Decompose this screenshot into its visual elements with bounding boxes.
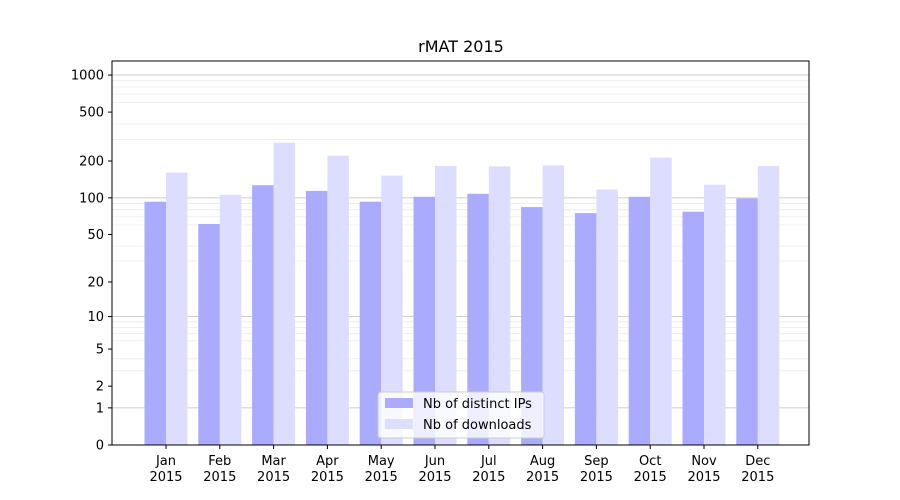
x-tick-label: Mar 2015 [257, 454, 290, 485]
bar-ips [198, 223, 220, 445]
y-tick-label: 100 [79, 191, 104, 206]
legend: Nb of distinct IPs Nb of downloads [377, 391, 545, 439]
x-tick-label: Nov 2015 [687, 454, 720, 485]
plot-frame [111, 60, 810, 446]
x-tick-label: Oct 2015 [634, 454, 667, 485]
x-tick-label: Dec 2015 [741, 454, 774, 485]
legend-swatch [385, 398, 413, 408]
y-tick-label: 500 [79, 106, 104, 121]
y-tick-label: 1000 [71, 69, 104, 84]
legend-box [377, 391, 545, 439]
chart-title: rMAT 2015 [418, 37, 504, 56]
bar-downloads [327, 155, 349, 445]
bar-ips [467, 193, 489, 445]
bar-downloads [704, 184, 726, 445]
bar-ips [359, 201, 382, 445]
y-tick-label: 0 [96, 439, 104, 454]
x-tick-label: Sep 2015 [580, 454, 613, 485]
bars [144, 142, 780, 446]
x-tick-label: Aug 2015 [526, 454, 559, 485]
bar-downloads [219, 194, 242, 445]
y-tick-label: 2 [96, 380, 104, 395]
y-tick-label: 10 [87, 310, 104, 325]
x-axis: Jan 2015 Feb 2015 Mar 2015 Apr 2015 May 2015 Jun 20… [149, 445, 774, 485]
bar-ips [521, 207, 543, 445]
bar-downloads [166, 172, 188, 445]
bar-downloads [650, 157, 672, 446]
bar-downloads [488, 166, 511, 445]
y-tick-label: 5 [96, 343, 104, 358]
bar-ips [682, 211, 704, 445]
bar-ips [305, 190, 328, 445]
y-tick-label: 20 [87, 275, 104, 290]
bar-ips [144, 201, 166, 445]
bar-ips [252, 185, 274, 446]
bar-ips [413, 196, 435, 445]
bar-downloads [273, 142, 296, 445]
bar-downloads [435, 166, 457, 445]
legend-label: Nb of downloads [423, 418, 532, 433]
legend-label: Nb of distinct IPs [423, 397, 532, 412]
bar-ips [574, 213, 597, 445]
x-tick-label: Feb 2015 [203, 454, 236, 485]
legend-swatch [385, 419, 413, 429]
x-tick-label: Apr 2015 [311, 454, 344, 485]
y-tick-label: 200 [79, 155, 104, 170]
y-axis: 0 1 2 5 10 20 50 100 200 500 1000 [71, 69, 112, 454]
x-tick-label: May 2015 [365, 454, 398, 485]
bar-downloads [757, 166, 780, 445]
y-tick-label: 1 [96, 401, 104, 416]
y-tick-label: 50 [87, 228, 104, 243]
bar-downloads [542, 165, 565, 445]
bar-ips [736, 198, 758, 445]
bar-downloads [596, 189, 618, 445]
bar-downloads [381, 175, 403, 446]
bar-ips [628, 196, 651, 445]
x-tick-label: Jan 2015 [149, 454, 182, 485]
x-tick-label: Jun 2015 [418, 454, 451, 485]
x-tick-label: Jul 2015 [472, 454, 505, 485]
